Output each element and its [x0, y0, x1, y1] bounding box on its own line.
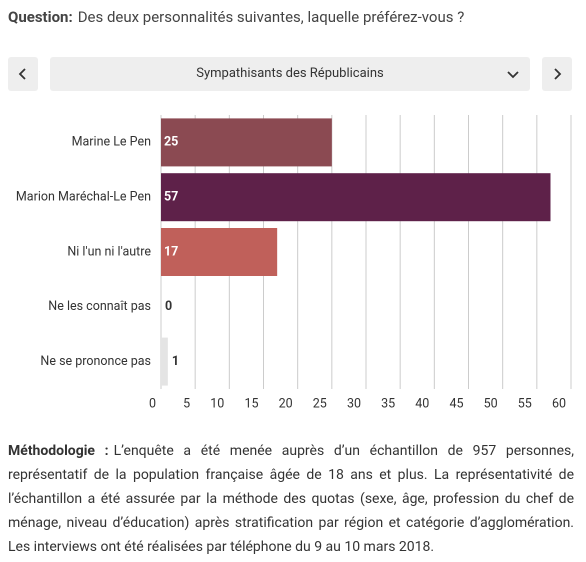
value-label: 57: [164, 189, 178, 204]
x-tick-label: 15: [244, 396, 258, 411]
bar: [161, 337, 168, 386]
next-button[interactable]: [542, 57, 572, 91]
question-text: Des deux personnalités suivantes, laquel…: [77, 8, 465, 26]
dropdown-icon: [507, 71, 519, 79]
bar: [161, 228, 278, 276]
y-tick-label: Marine Le Pen: [72, 135, 152, 150]
y-tick-label: Marion Maréchal-Le Pen: [16, 189, 151, 204]
y-tick-label: Ne se prononce pas: [40, 354, 151, 369]
next-icon: [554, 68, 562, 80]
y-tick-label: Ni l'un ni l'autre: [67, 244, 151, 259]
group-selector[interactable]: Sympathisants des Républicains: [50, 57, 530, 91]
prev-button[interactable]: [8, 57, 38, 91]
value-label: 1: [172, 354, 179, 369]
x-tick-label: 0: [149, 396, 156, 411]
methodology-text: L’enquête a été menée auprès d’un échant…: [8, 443, 574, 555]
methodology: Méthodologie : L’enquête a été menée aupr…: [8, 439, 574, 559]
question: Question: Des deux personnalités suivante…: [8, 8, 464, 26]
x-tick-label: 25: [313, 396, 327, 411]
bar: [161, 173, 551, 222]
bar: [161, 118, 332, 167]
x-tick-label: 45: [449, 396, 463, 411]
x-tick-label: 20: [279, 396, 293, 411]
x-tick-label: 10: [210, 396, 224, 411]
y-tick-label: Ne les connaît pas: [48, 299, 151, 314]
x-tick-label: 35: [381, 396, 395, 411]
x-tick-label: 5: [183, 396, 190, 411]
x-tick-label: 50: [484, 396, 498, 411]
selector-text: Sympathisants des Républicains: [196, 66, 384, 81]
prev-icon: [18, 68, 26, 80]
x-tick-label: 30: [347, 396, 361, 411]
x-tick-label: 60: [552, 396, 566, 411]
value-label: 25: [164, 135, 178, 150]
value-label: 0: [165, 299, 172, 314]
value-label: 17: [164, 244, 178, 259]
x-tick-label: 40: [415, 396, 429, 411]
methodology-label: Méthodologie :: [8, 443, 109, 459]
x-tick-label: 55: [518, 396, 532, 411]
question-label: Question:: [8, 8, 73, 26]
